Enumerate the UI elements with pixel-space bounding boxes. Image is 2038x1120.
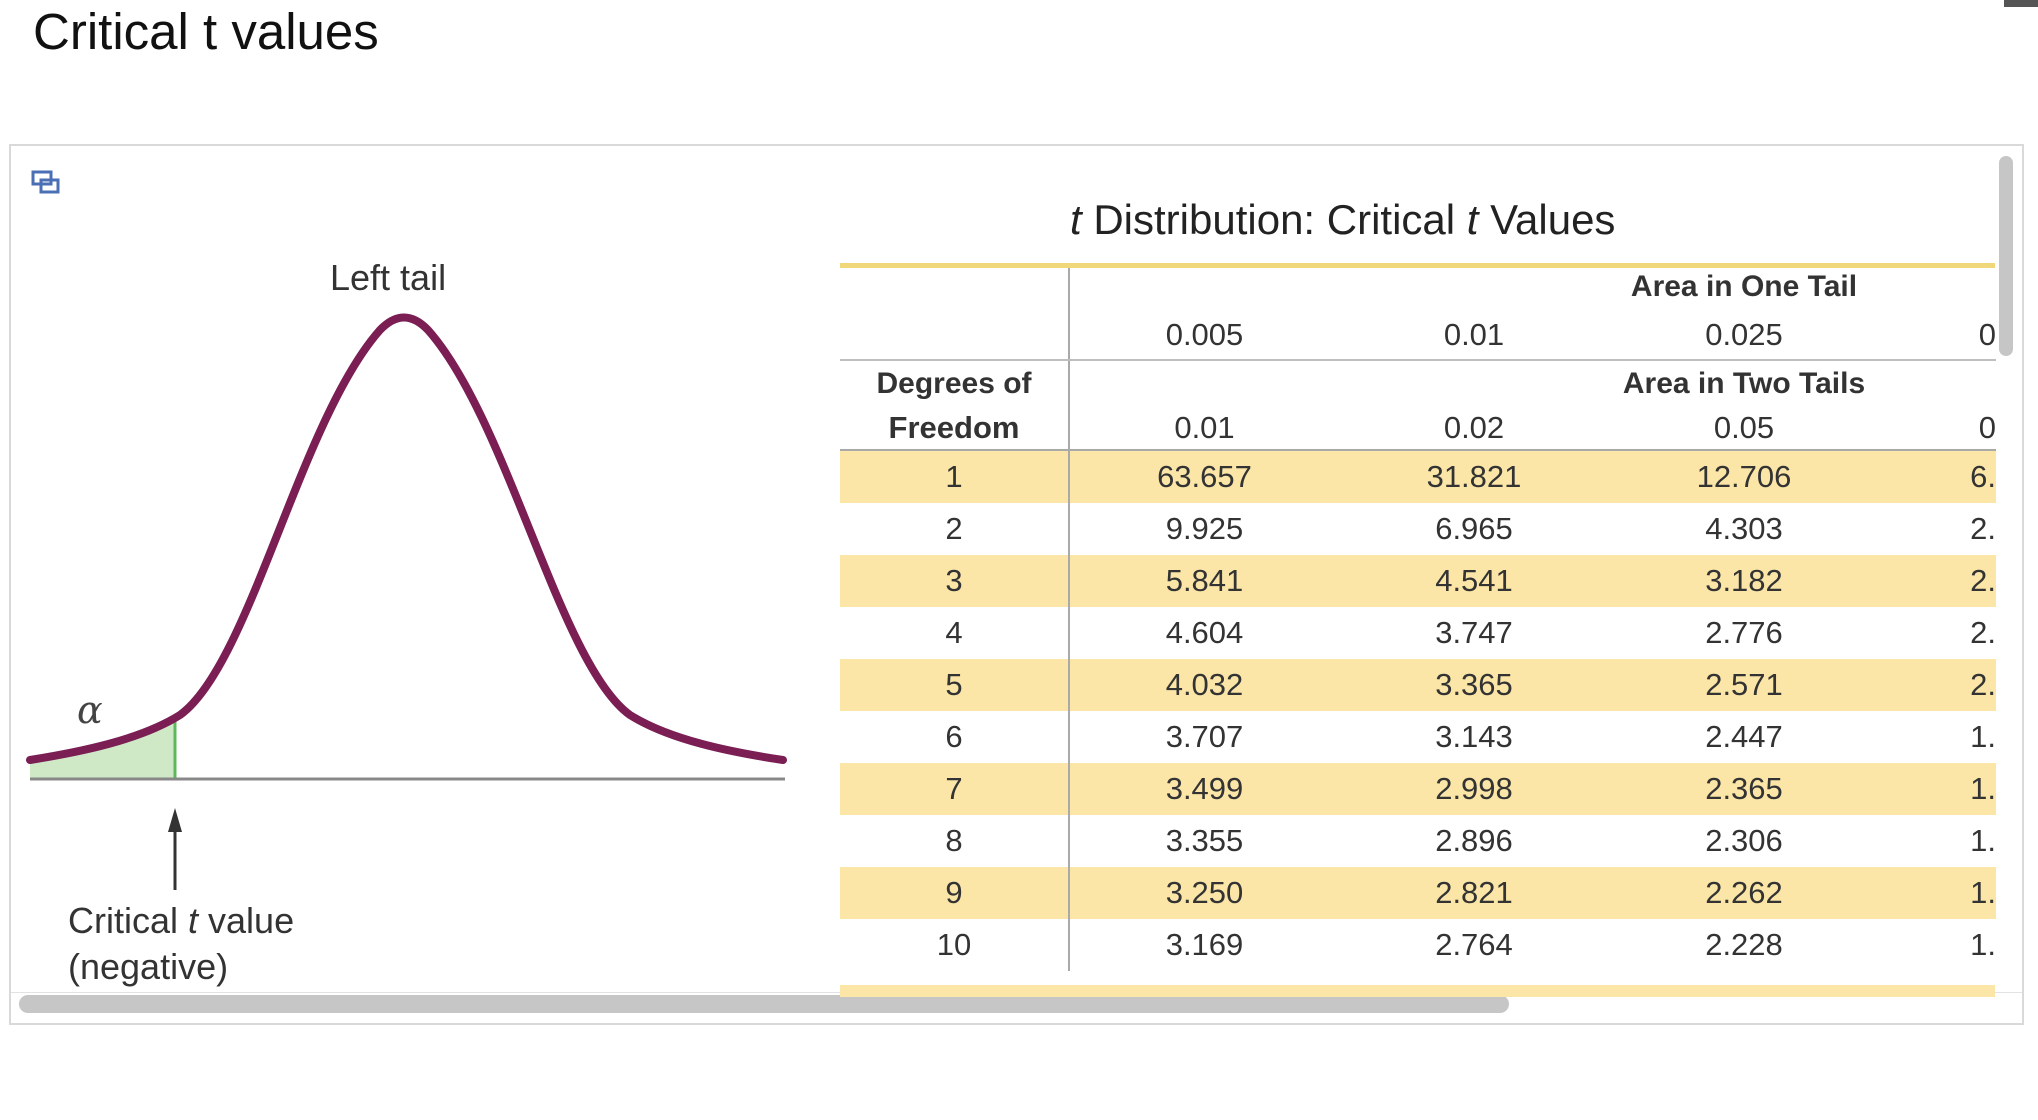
critical-t-table: Area in One Tail 0.005 0.01 0.025 0 Degr… — [840, 263, 1996, 971]
df-cell: 1 — [840, 450, 1070, 503]
one-tail-value: 0.01 — [1339, 311, 1609, 361]
one-tail-header: Area in One Tail — [1630, 270, 1858, 303]
alpha-label: α — [77, 688, 103, 732]
table-cell: 5.841 — [1069, 555, 1339, 607]
table-cell: 6.965 — [1435, 511, 1513, 546]
arrow-up-icon — [168, 808, 182, 832]
table-cell: 12.706 — [1609, 450, 1879, 503]
table-cell: 3.250 — [1069, 867, 1339, 919]
table-cell: 6. — [1879, 450, 1996, 503]
table-row: 8 3.355 2.896 2.306 1. — [840, 815, 1996, 867]
table-cell: 3.365 — [1339, 659, 1609, 711]
table-cell: 2. — [1970, 511, 1996, 546]
two-tail-value: 0.01 — [1069, 407, 1339, 451]
df-header-line1: Degrees of — [840, 360, 1070, 407]
table-cell: 2.764 — [1435, 927, 1513, 962]
table-row: 4 4.604 3.747 2.776 2. — [840, 607, 1996, 659]
table-row: 2 9.925 6.965 4.303 2. — [840, 503, 1996, 555]
expand-icon[interactable] — [31, 168, 61, 198]
table-cell: 2.262 — [1609, 867, 1879, 919]
table-cell: 1. — [1879, 867, 1996, 919]
table-cell: 2. — [1879, 555, 1996, 607]
table-row: 3 5.841 4.541 3.182 2. — [840, 555, 1996, 607]
table-row: 1 63.657 31.821 12.706 6. — [840, 450, 1996, 503]
table-row: 10 3.169 2.764 2.228 1. — [840, 919, 1996, 971]
table-cell: 1. — [1970, 927, 1996, 962]
df-cell: 4 — [840, 607, 1070, 659]
table-cell: 2.821 — [1339, 867, 1609, 919]
table-cell: 3.169 — [1165, 927, 1244, 962]
one-tail-value: 0.005 — [1069, 311, 1339, 361]
df-cell: 9 — [840, 867, 1070, 919]
table-cell: 2.306 — [1705, 823, 1783, 858]
df-cell: 5 — [840, 659, 1070, 711]
table-cell: 9.925 — [1165, 511, 1244, 546]
table-cell: 3.143 — [1435, 719, 1513, 754]
df-cell: 6 — [840, 711, 1070, 763]
table-cell: 4.604 — [1165, 615, 1244, 650]
table-cell: 2. — [1970, 615, 1996, 650]
table-cell: 3.747 — [1435, 615, 1513, 650]
table-cell: 2.365 — [1609, 763, 1879, 815]
table-top-rule — [840, 263, 1995, 268]
table-title: t Distribution: Critical t Values — [1070, 196, 1616, 243]
table-cell: 1. — [1970, 719, 1996, 754]
table-cell: 1. — [1879, 763, 1996, 815]
table-cell: 63.657 — [1069, 450, 1339, 503]
table-cell: 2.447 — [1705, 719, 1783, 754]
table-cell: 2.571 — [1609, 659, 1879, 711]
two-tail-value: 0 — [1879, 407, 1996, 451]
table-cell: 3.355 — [1165, 823, 1244, 858]
table-cell: 2.896 — [1435, 823, 1513, 858]
two-tail-header: Area in Two Tails — [1622, 367, 1866, 400]
df-cell: 8 — [840, 815, 1070, 867]
table-cell: 3.182 — [1609, 555, 1879, 607]
table-cell: 2.228 — [1705, 927, 1783, 962]
table-cell: 2.776 — [1705, 615, 1783, 650]
one-tail-value: 0.025 — [1609, 311, 1879, 361]
two-tail-value: 0.02 — [1339, 407, 1609, 451]
table-cell: 31.821 — [1339, 450, 1609, 503]
t-distribution-figure — [26, 313, 787, 890]
table-cell: 2. — [1879, 659, 1996, 711]
df-header-line2: Freedom — [840, 407, 1070, 451]
df-cell: 10 — [840, 919, 1070, 971]
table-cell: 2.998 — [1339, 763, 1609, 815]
table-cell: 1. — [1970, 823, 1996, 858]
df-cell: 2 — [840, 503, 1070, 555]
two-tail-value: 0.05 — [1609, 407, 1879, 451]
density-curve — [26, 313, 787, 764]
table-cell: 4.303 — [1705, 511, 1783, 546]
partially-visible-row — [840, 985, 1995, 997]
table-row: 7 3.499 2.998 2.365 1. — [840, 763, 1996, 815]
table-cell: 3.499 — [1069, 763, 1339, 815]
df-cell: 3 — [840, 555, 1070, 607]
table-row: 5 4.032 3.365 2.571 2. — [840, 659, 1996, 711]
df-cell: 7 — [840, 763, 1070, 815]
critical-value-label: Critical t value (negative) — [68, 900, 295, 987]
one-tail-value: 0 — [1879, 311, 1996, 361]
vertical-scrollbar[interactable] — [1999, 156, 2013, 356]
horizontal-scrollbar[interactable] — [19, 995, 1509, 1013]
table-cell: 3.707 — [1165, 719, 1244, 754]
table-row: 6 3.707 3.143 2.447 1. — [840, 711, 1996, 763]
table-cell: 4.032 — [1069, 659, 1339, 711]
table-row: 9 3.250 2.821 2.262 1. — [840, 867, 1996, 919]
page-title: Critical t values — [33, 3, 379, 60]
left-tail-label: Left tail — [330, 257, 447, 298]
table-cell: 4.541 — [1339, 555, 1609, 607]
corner-mark — [2004, 0, 2038, 7]
